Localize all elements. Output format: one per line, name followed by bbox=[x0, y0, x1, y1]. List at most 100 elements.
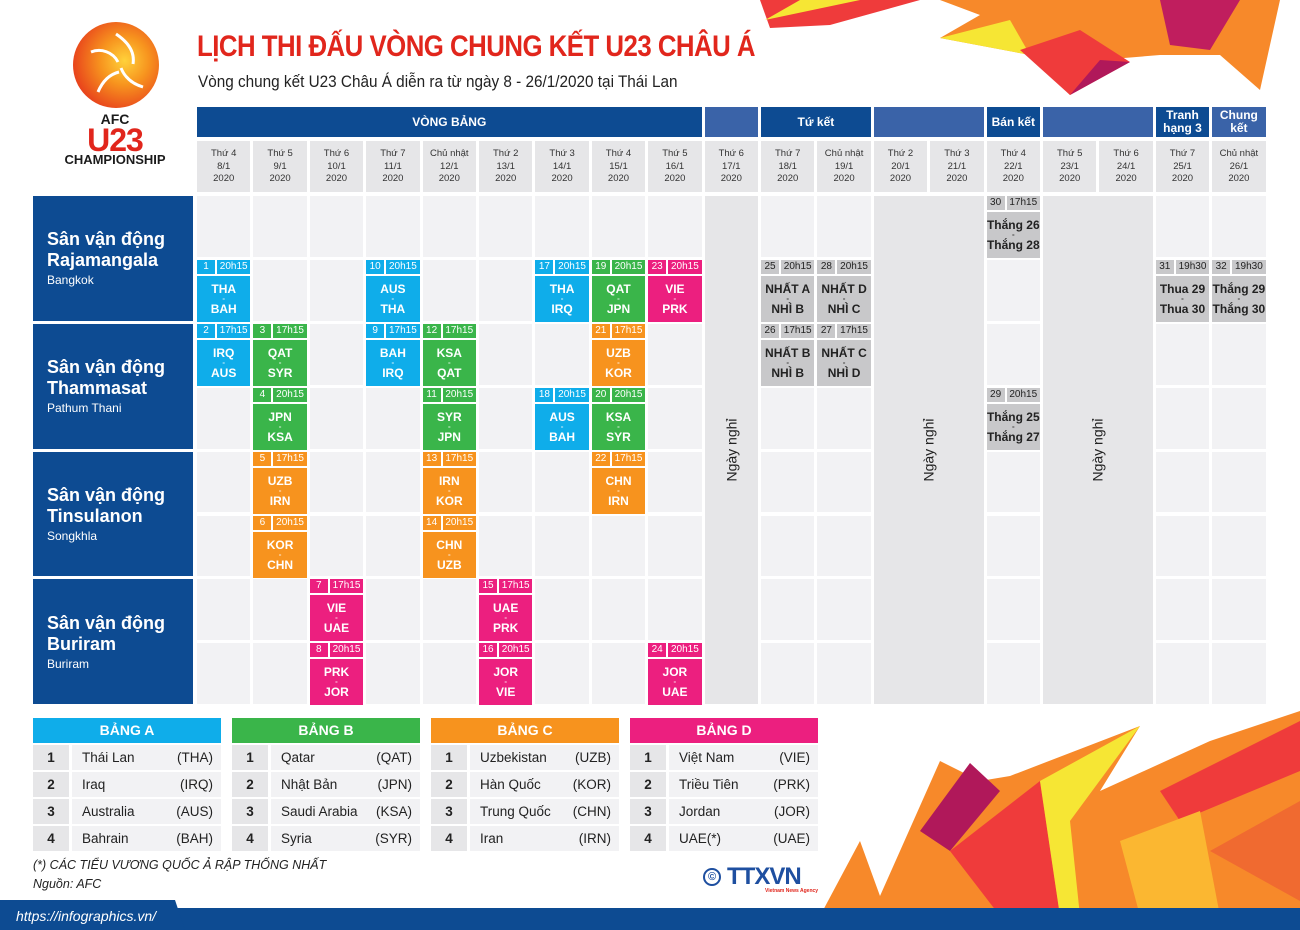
away-team: PRK bbox=[662, 301, 688, 316]
empty-slot bbox=[1212, 643, 1266, 705]
empty-slot bbox=[309, 387, 364, 449]
match-number: 1 bbox=[197, 259, 215, 274]
empty-slot bbox=[1212, 579, 1266, 641]
day-year: 2020 bbox=[325, 173, 348, 184]
team-code: (QAT) bbox=[376, 750, 412, 765]
team-cell: Thái Lan (THA) bbox=[72, 745, 221, 770]
match-card[interactable]: 8 20h15 PRK - JOR bbox=[309, 643, 364, 706]
home-team: JOR bbox=[662, 665, 688, 680]
empty-slot bbox=[817, 196, 871, 257]
day-year: 2020 bbox=[438, 173, 460, 184]
match-card[interactable]: 15 17h15 UAE - PRK bbox=[479, 579, 533, 642]
match-card[interactable]: 10 20h15 AUS - THA bbox=[366, 259, 420, 322]
match-card[interactable]: 21 17h15 UZB - KOR bbox=[591, 323, 646, 386]
away-team: Thua 30 bbox=[1159, 301, 1206, 316]
group-title: BẢNG B bbox=[232, 718, 420, 743]
empty-slot bbox=[253, 196, 307, 257]
match-card[interactable]: 12 17h15 KSA - QAT bbox=[422, 323, 476, 386]
group-team-row: 1 Thái Lan (THA) bbox=[33, 745, 221, 770]
match-card[interactable]: 19 20h15 QAT - JPN bbox=[591, 259, 646, 322]
match-time: 20h15 bbox=[555, 387, 589, 402]
match-card[interactable]: 32 19h30 Thắng 29- Thắng 30 bbox=[1212, 259, 1266, 322]
group-table-c: BẢNG C 1 Uzbekistan (UZB) 2 Hàn Quốc (KOR) 3 Tru… bbox=[431, 718, 619, 851]
match-card[interactable]: 2 17h15 IRQ - AUS bbox=[197, 323, 251, 386]
team-cell: Việt Nam (VIE) bbox=[669, 745, 818, 770]
match-card[interactable]: 13 17h15 IRN - KOR bbox=[422, 451, 476, 514]
day-year: 2020 bbox=[1228, 173, 1250, 184]
match-number: 17 bbox=[535, 259, 554, 274]
empty-slot bbox=[1155, 451, 1210, 513]
match-card[interactable]: 17 20h15 THA - IRQ bbox=[535, 259, 589, 322]
day-year: 2020 bbox=[833, 173, 855, 184]
empty-slot bbox=[197, 643, 251, 705]
match-card[interactable]: 6 20h15 KOR - CHN bbox=[253, 515, 307, 578]
team-code: (SYR) bbox=[375, 831, 412, 846]
away-team: VIE bbox=[496, 685, 516, 700]
match-card[interactable]: 28 20h15 NHẤT D - NHÌ C bbox=[817, 259, 871, 322]
match-card[interactable]: 11 20h15 SYR - JPN bbox=[422, 387, 476, 450]
empty-slot bbox=[986, 515, 1040, 577]
day-weekday: Thứ 7 bbox=[1169, 148, 1196, 159]
away-team: JOR bbox=[324, 685, 349, 700]
copyright-icon: © bbox=[703, 868, 721, 886]
match-card[interactable]: 23 20h15 VIE - PRK bbox=[648, 259, 702, 322]
match-card[interactable]: 3 17h15 QAT - SYR bbox=[253, 323, 307, 386]
venue-name-line2: Tinsulanon bbox=[47, 505, 143, 526]
team-code: (JPN) bbox=[377, 777, 413, 792]
match-card[interactable]: 22 17h15 CHN - IRN bbox=[591, 451, 646, 514]
away-team: NHÌ D bbox=[827, 365, 861, 380]
versus-dash: - bbox=[335, 677, 338, 687]
team-rank: 2 bbox=[33, 772, 69, 797]
empty-slot bbox=[761, 196, 815, 257]
group-team-row: 4 UAE(*) (UAE) bbox=[630, 826, 818, 851]
team-rank: 3 bbox=[232, 799, 268, 824]
match-card[interactable]: 14 20h15 CHN - UZB bbox=[422, 515, 476, 578]
match-card[interactable]: 26 17h15 NHẤT B - NHÌ B bbox=[761, 323, 815, 386]
afc-ball-icon bbox=[73, 22, 159, 108]
venue-name: Sân vận động Rajamangala bbox=[47, 229, 193, 271]
empty-slot bbox=[761, 643, 815, 705]
match-card[interactable]: 7 17h15 VIE - UAE bbox=[309, 579, 364, 642]
empty-slot bbox=[422, 196, 476, 257]
team-rank: 4 bbox=[33, 826, 69, 851]
match-card[interactable]: 24 20h15 JOR - UAE bbox=[648, 643, 702, 706]
match-time: 20h15 bbox=[668, 643, 702, 658]
day-year: 2020 bbox=[777, 173, 799, 184]
footer-url-link[interactable]: https://infographics.vn/ bbox=[16, 908, 157, 924]
day-year: 2020 bbox=[551, 173, 573, 184]
match-card[interactable]: 4 20h15 JPN - KSA bbox=[253, 387, 307, 450]
versus-dash: - bbox=[786, 293, 790, 303]
away-team: CHN bbox=[267, 557, 294, 572]
match-card[interactable]: 18 20h15 AUS - BAH bbox=[535, 387, 589, 450]
match-card[interactable]: 9 17h15 BAH - IRQ bbox=[366, 323, 420, 386]
versus-dash: - bbox=[842, 293, 846, 303]
match-time: 17h15 bbox=[499, 579, 533, 594]
empty-slot bbox=[648, 579, 702, 641]
page-title: LỊCH THI ĐẤU VÒNG CHUNG KẾT U23 CHÂU Á bbox=[197, 30, 756, 63]
match-card[interactable]: 30 17h15 Thắng 26- Thắng 28 bbox=[986, 196, 1040, 258]
match-card[interactable]: 20 20h15 KSA - SYR bbox=[591, 387, 646, 450]
day-weekday: Thứ 4 bbox=[211, 148, 237, 159]
match-card[interactable]: 16 20h15 JOR - VIE bbox=[479, 643, 533, 706]
match-number: 19 bbox=[591, 259, 610, 274]
match-card[interactable]: 27 17h15 NHẤT C - NHÌ D bbox=[817, 323, 871, 386]
venue-panel: Sân vận động Buriram Buriram bbox=[33, 579, 193, 705]
empty-slot bbox=[535, 196, 589, 257]
source-note: Nguồn: AFC bbox=[33, 877, 102, 891]
empty-slot bbox=[1155, 323, 1210, 385]
empty-slot bbox=[253, 579, 307, 641]
versus-dash: - bbox=[842, 357, 846, 367]
day-year: 2020 bbox=[495, 173, 517, 184]
match-card[interactable]: 25 20h15 NHẤT A - NHÌ B bbox=[761, 259, 815, 322]
match-card[interactable]: 1 20h15 THA - BAH bbox=[197, 259, 251, 322]
match-time: 17h15 bbox=[442, 323, 476, 338]
match-card[interactable]: 31 19h30 Thua 29- Thua 30 bbox=[1155, 259, 1210, 322]
match-card[interactable]: 29 20h15 Thắng 25- Thắng 27 bbox=[986, 387, 1040, 450]
match-card[interactable]: 5 17h15 UZB - IRN bbox=[253, 451, 307, 514]
team-cell: Qatar (QAT) bbox=[271, 745, 420, 770]
home-team: KSA bbox=[436, 345, 462, 360]
home-team: UZB bbox=[606, 345, 631, 360]
match-number: 29 bbox=[986, 387, 1005, 402]
empty-slot bbox=[1212, 323, 1266, 385]
home-team: JPN bbox=[268, 409, 292, 424]
